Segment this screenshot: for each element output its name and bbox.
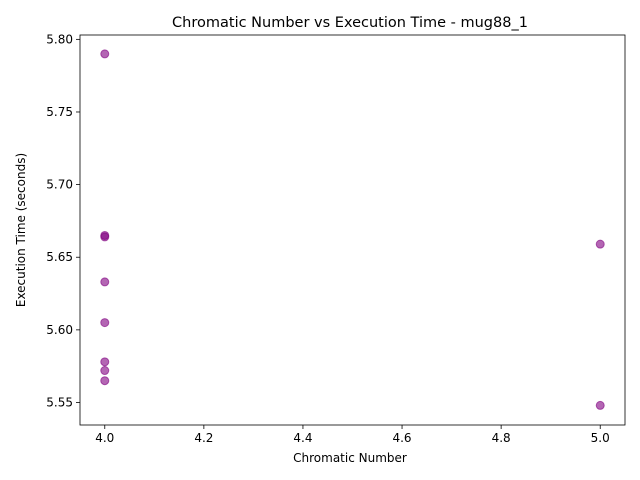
x-tick-label: 4.4 [293,431,312,445]
y-tick-label: 5.75 [46,105,73,119]
plot-frame [79,34,626,426]
y-axis-label: Execution Time (seconds) [14,153,28,307]
data-point [100,318,110,328]
chart-title: Chromatic Number vs Execution Time - mug… [172,15,528,31]
x-tick-label: 4.0 [95,431,114,445]
data-point [100,277,110,287]
data-point [100,357,110,367]
data-point [595,400,605,410]
x-axis-ticks: 4.0 4.2 4.4 4.6 4.8 5.0 [95,425,610,445]
y-tick-label: 5.80 [46,32,73,46]
x-tick-label: 4.2 [194,431,213,445]
x-tick-label: 4.8 [492,431,511,445]
y-tick-label: 5.65 [46,250,73,264]
data-point [100,376,110,386]
data-point [100,232,110,242]
plot-area [79,34,626,426]
data-point [100,366,110,376]
y-tick-label: 5.60 [46,323,73,337]
y-tick-label: 5.55 [46,395,73,409]
x-tick-label: 4.6 [392,431,411,445]
data-points [100,49,605,410]
data-point [595,239,605,249]
x-tick-label: 5.0 [591,431,610,445]
data-point [100,49,110,59]
x-axis-label: Chromatic Number [293,451,407,465]
y-axis-ticks: 5.55 5.60 5.65 5.70 5.75 5.80 [46,32,80,409]
y-tick-label: 5.70 [46,178,73,192]
